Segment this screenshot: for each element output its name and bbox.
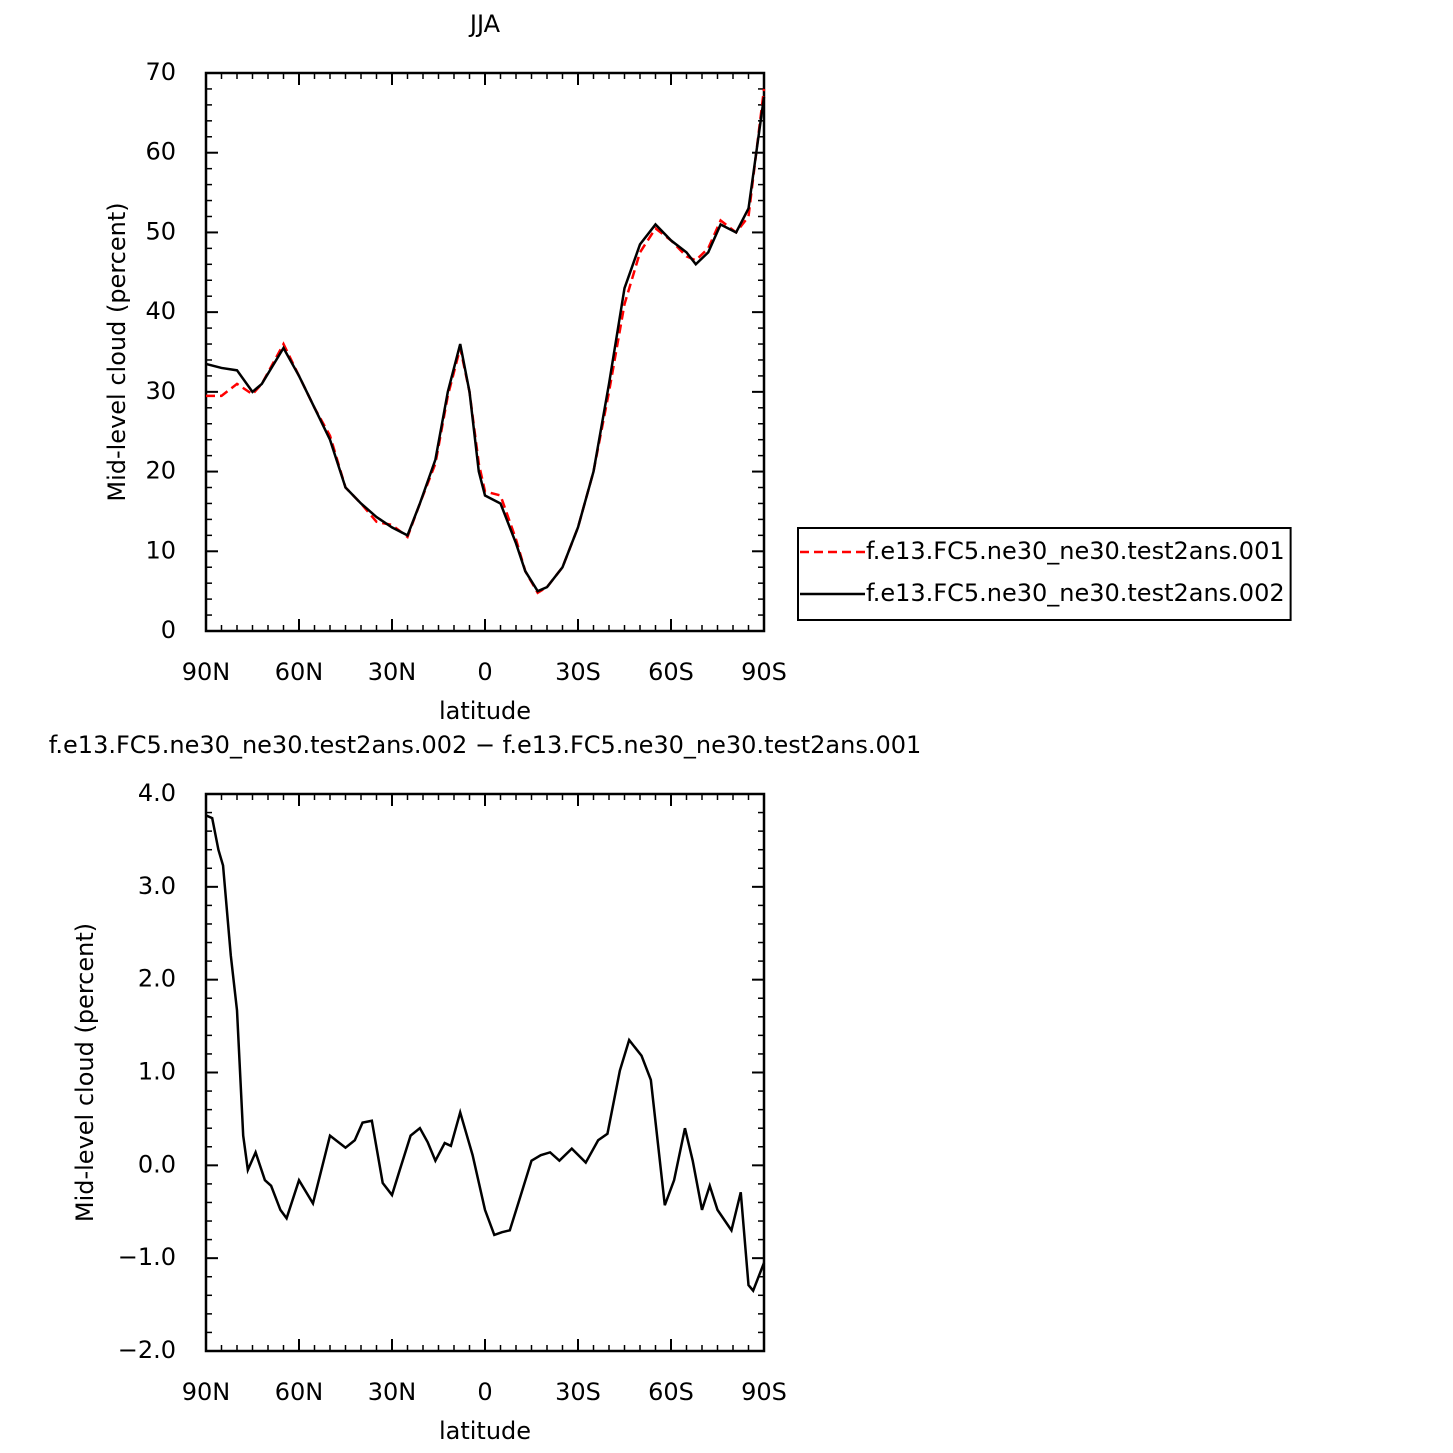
y-axis-label: Mid-level cloud (percent) bbox=[71, 923, 99, 1222]
x-tick-label: 30N bbox=[368, 658, 417, 686]
y-tick-label: 10 bbox=[145, 536, 176, 564]
y-axis-label: Mid-level cloud (percent) bbox=[103, 202, 131, 501]
y-tick-label: 1.0 bbox=[138, 1058, 176, 1086]
x-tick-label: 30S bbox=[555, 1378, 601, 1406]
y-tick-label: 50 bbox=[145, 217, 176, 245]
y-tick-label: −2.0 bbox=[118, 1336, 176, 1364]
y-tick-label: 3.0 bbox=[138, 872, 176, 900]
x-tick-label: 30S bbox=[555, 658, 601, 686]
x-tick-label: 90S bbox=[741, 1378, 787, 1406]
data-line bbox=[205, 814, 766, 1294]
legend: f.e13.FC5.ne30_ne30.test2ans.001 f.e13.FC… bbox=[797, 527, 1292, 621]
data-line bbox=[206, 88, 766, 595]
x-axis-label: latitude bbox=[439, 1417, 531, 1445]
x-tick-label: 60S bbox=[648, 658, 694, 686]
legend-box bbox=[797, 527, 1292, 621]
y-tick-label: 70 bbox=[145, 58, 176, 86]
plot-frame bbox=[204, 792, 766, 1353]
legend-label: f.e13.FC5.ne30_ne30.test2ans.001 bbox=[866, 537, 1285, 565]
y-tick-label: 2.0 bbox=[138, 965, 176, 993]
y-tick-label: 0.0 bbox=[138, 1150, 176, 1178]
data-line bbox=[205, 96, 766, 593]
x-tick-label: 0 bbox=[477, 658, 492, 686]
chart-title: f.e13.FC5.ne30_ne30.test2ans.002 − f.e13… bbox=[49, 731, 922, 759]
x-tick-label: 30N bbox=[368, 1378, 417, 1406]
y-tick-label: 40 bbox=[145, 297, 176, 325]
y-tick-label: 30 bbox=[145, 377, 176, 405]
legend-label: f.e13.FC5.ne30_ne30.test2ans.002 bbox=[866, 579, 1285, 607]
x-tick-label: 60S bbox=[648, 1378, 694, 1406]
x-tick-label: 60N bbox=[275, 1378, 324, 1406]
x-tick-label: 0 bbox=[477, 1378, 492, 1406]
x-tick-label: 90N bbox=[182, 658, 231, 686]
x-axis-label: latitude bbox=[439, 697, 531, 725]
y-tick-label: −1.0 bbox=[118, 1243, 176, 1271]
x-tick-label: 60N bbox=[275, 658, 324, 686]
y-tick-label: 20 bbox=[145, 457, 176, 485]
y-tick-label: 0 bbox=[161, 616, 176, 644]
plot-frame bbox=[204, 71, 766, 633]
chart-title: JJA bbox=[468, 10, 501, 38]
x-tick-label: 90S bbox=[741, 658, 787, 686]
y-tick-label: 60 bbox=[145, 138, 176, 166]
x-tick-label: 90N bbox=[182, 1378, 231, 1406]
y-tick-label: 4.0 bbox=[138, 779, 176, 807]
